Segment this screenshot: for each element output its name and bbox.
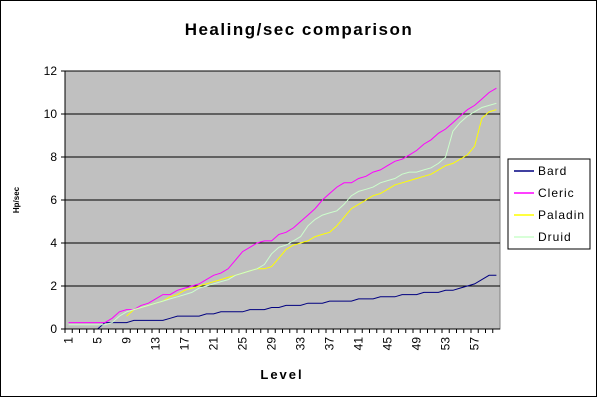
y-axis-label: Hp/sec — [12, 186, 21, 213]
x-tick-label: 5 — [91, 337, 105, 344]
series-line-druid — [68, 102, 497, 326]
y-tick-label: 8 — [50, 150, 57, 164]
y-tick-label: 2 — [50, 279, 57, 293]
y-tick-label: 10 — [44, 107, 58, 121]
y-tick-labels: 0 2 4 6 8 10 12 — [44, 64, 65, 336]
x-tick-label: 13 — [149, 337, 163, 351]
legend-label-druid: Druid — [538, 230, 572, 244]
chart-title: Healing/sec comparison — [185, 20, 414, 39]
x-tick-label: 49 — [410, 337, 424, 351]
x-tick-label: 53 — [439, 337, 453, 351]
x-tick-label: 29 — [265, 337, 279, 351]
series-line-bard — [68, 274, 497, 330]
x-axis-label: Level — [260, 367, 303, 382]
x-tick-labels: 1 5 9 13 17 21 25 29 33 37 41 45 49 53 57 — [62, 329, 494, 351]
series-lines — [68, 87, 497, 330]
x-tick-label: 25 — [236, 337, 250, 351]
x-tick-label: 45 — [381, 337, 395, 351]
gridlines — [65, 70, 500, 287]
y-tick-label: 12 — [44, 64, 58, 78]
x-tick-label: 57 — [468, 337, 482, 351]
x-tick-label: 9 — [120, 337, 134, 344]
x-tick-label: 33 — [294, 337, 308, 351]
legend-box — [507, 158, 591, 250]
series-line-paladin — [126, 109, 497, 317]
legend-label-paladin: Paladin — [538, 208, 585, 222]
legend-label-cleric: Cleric — [538, 186, 575, 200]
legend-label-bard: Bard — [538, 164, 567, 178]
x-tick-label: 21 — [207, 337, 221, 351]
x-tick-label: 41 — [352, 337, 366, 351]
x-tick-label: 37 — [323, 337, 337, 351]
series-line-cleric — [68, 87, 497, 324]
y-tick-label: 6 — [50, 193, 57, 207]
y-tick-label: 0 — [50, 322, 57, 336]
y-tick-label: 4 — [50, 236, 57, 250]
x-tick-label: 17 — [178, 337, 192, 351]
legend: Bard Cleric Paladin Druid — [507, 158, 591, 250]
x-tick-label: 1 — [62, 337, 76, 344]
